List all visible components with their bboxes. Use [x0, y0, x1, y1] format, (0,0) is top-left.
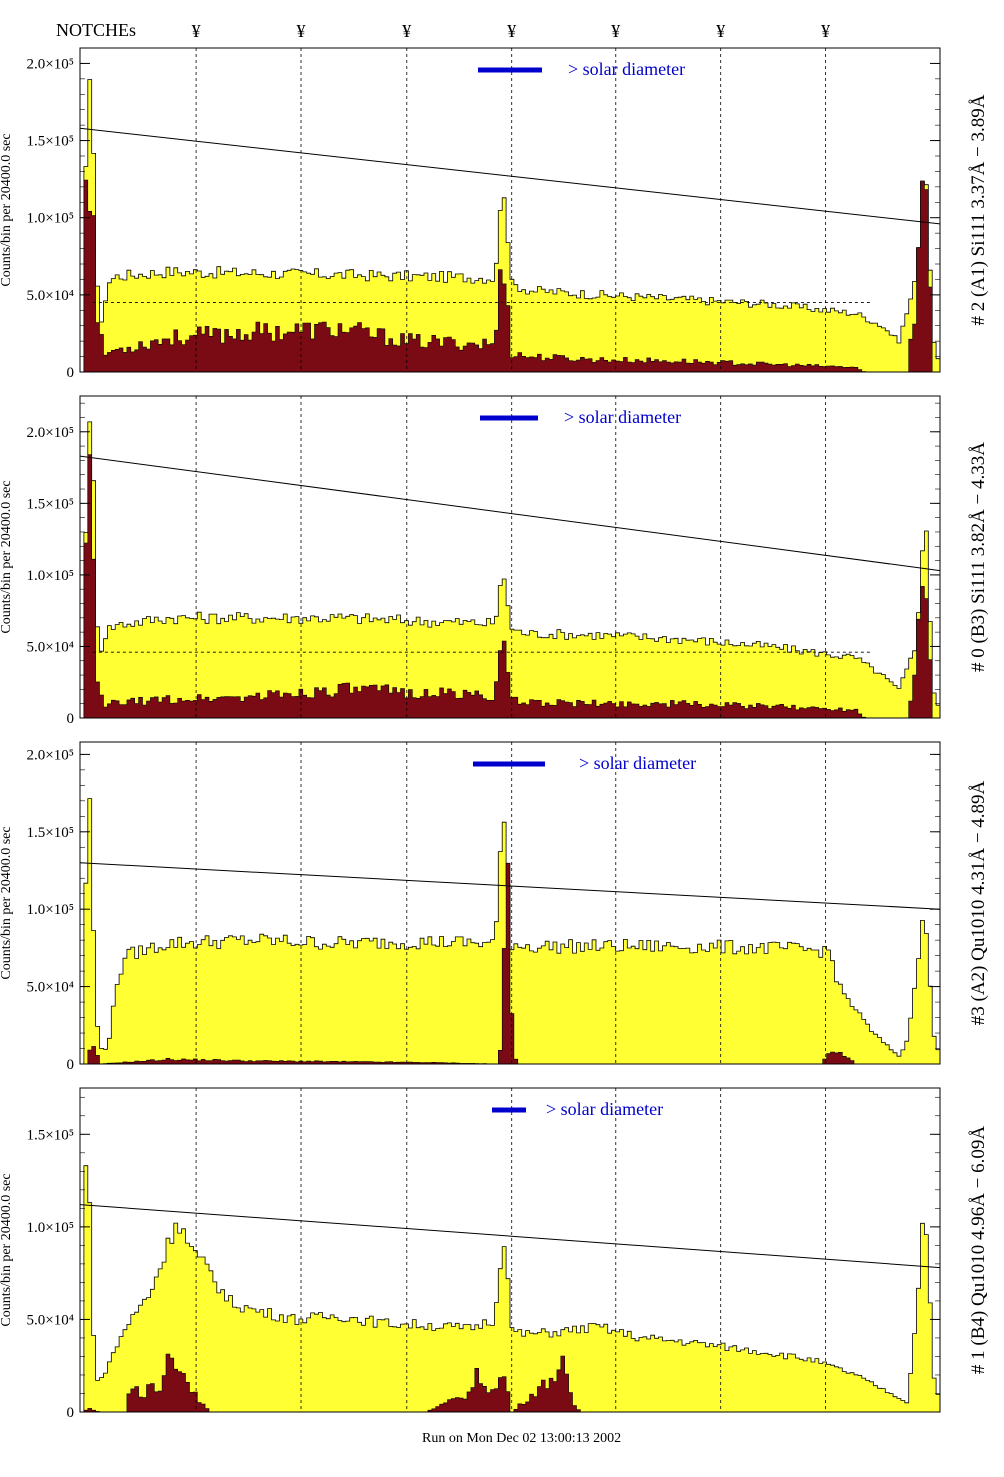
y-tick-label: 1.5×10⁵: [27, 1127, 74, 1143]
notch-marker-4: ¥: [611, 21, 620, 41]
plot-frame: [79, 741, 941, 1065]
y-tick-label: 5.0×10⁴: [27, 980, 74, 996]
y-tick-label: 2.0×10⁵: [27, 56, 74, 72]
y-tick-label: 1.0×10⁵: [27, 902, 74, 918]
panel-3: 0 5.0×10⁴ 1.0×10⁵ 1.5×10⁵ Counts/bin per 204…: [0, 1087, 989, 1421]
y-tick-label: 0: [67, 365, 75, 381]
y-axis-label: Counts/bin per 20400.0 sec: [0, 826, 14, 979]
y-tick-label: 2.0×10⁵: [27, 425, 74, 441]
notch-marker-1: ¥: [297, 21, 306, 41]
y-tick-label: 1.5×10⁵: [27, 825, 74, 841]
notch-marker-5: ¥: [716, 21, 725, 41]
y-axis-label: Counts/bin per 20400.0 sec: [0, 480, 14, 633]
legend-label: > solar diameter: [568, 59, 685, 79]
fit-line: [79, 127, 941, 225]
y-tick-label: 5.0×10⁴: [27, 288, 74, 304]
y-axis-label: Counts/bin per 20400.0 sec: [0, 133, 14, 286]
notch-marker-0: ¥: [192, 21, 201, 41]
panel-2: 0 5.0×10⁴ 1.0×10⁵ 1.5×10⁵ 2.0×10⁵ Counts/bin …: [0, 741, 989, 1073]
histogram-dark: [80, 454, 940, 719]
panel-0: 0 5.0×10⁴ 1.0×10⁵ 1.5×10⁵ 2.0×10⁵ Counts/bin …: [0, 47, 989, 381]
y-axis-label: Counts/bin per 20400.0 sec: [0, 1173, 14, 1326]
y-tick-label: 1.5×10⁵: [27, 134, 74, 150]
plot-frame: [79, 47, 941, 373]
notch-marker-3: ¥: [507, 21, 516, 41]
notch-marker-6: ¥: [821, 21, 830, 41]
notch-marker-2: ¥: [402, 21, 411, 41]
notches-label: NOTCHEs: [56, 20, 136, 40]
panel-1: 0 5.0×10⁴ 1.0×10⁵ 1.5×10⁵ 2.0×10⁵ Counts/bin …: [0, 395, 989, 727]
panel-title: # 1 (B4) Qu1010 4.96Å − 6.09Å: [968, 1126, 989, 1374]
histogram-fill: [80, 1165, 941, 1413]
y-tick-label: 2.0×10⁵: [27, 747, 74, 763]
y-tick-label: 0: [67, 1057, 75, 1073]
panel-title: # 2 (A1) Si111 3.37Å − 3.89Å: [968, 94, 989, 325]
y-tick-label: 5.0×10⁴: [27, 1312, 74, 1328]
y-tick-label: 1.5×10⁵: [27, 496, 74, 512]
y-tick-label: 1.0×10⁵: [27, 568, 74, 584]
fit-line: [79, 455, 941, 572]
fit-line: [79, 1204, 941, 1269]
legend-label: > solar diameter: [564, 407, 681, 427]
plot-frame: [79, 1087, 941, 1413]
y-tick-label: 0: [67, 711, 75, 727]
panel-title: # 0 (B3) Si111 3.82Å − 4.33Å: [968, 442, 989, 672]
y-tick-label: 5.0×10⁴: [27, 639, 74, 655]
y-tick-label: 1.0×10⁵: [27, 211, 74, 227]
y-tick-label: 1.0×10⁵: [27, 1220, 74, 1236]
legend-label: > solar diameter: [579, 753, 696, 773]
histogram-dark: [80, 179, 940, 373]
plot-frame: [79, 395, 941, 719]
panel-title: #3 (A2) Qu1010 4.31Å − 4.89Å: [968, 780, 989, 1025]
fit-line: [79, 862, 941, 910]
histogram-fill: [80, 421, 941, 719]
run-timestamp: Run on Mon Dec 02 13:00:13 2002: [422, 1431, 622, 1446]
y-tick-label: 0: [67, 1405, 75, 1421]
histogram-fill: [80, 79, 941, 373]
legend-label: > solar diameter: [546, 1099, 663, 1119]
